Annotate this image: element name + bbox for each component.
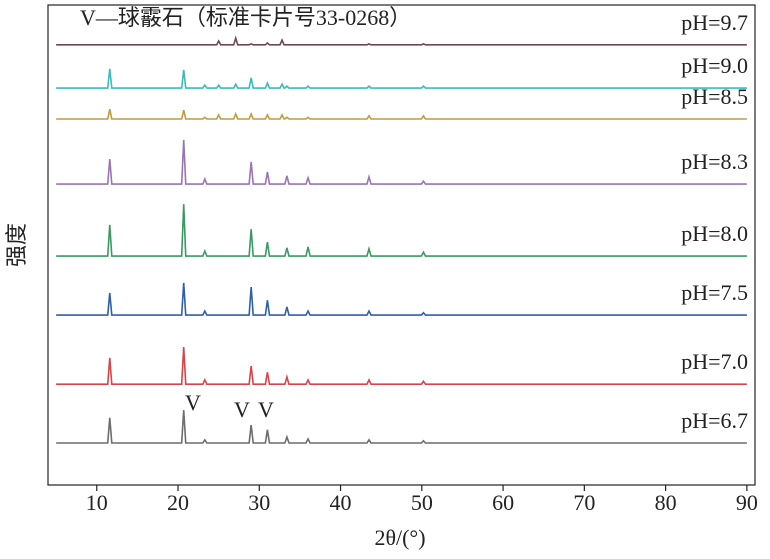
- series-line: [56, 139, 747, 185]
- x-tick-label: 20: [167, 490, 189, 515]
- x-tick-label: 60: [492, 490, 514, 515]
- x-tick-label: 30: [248, 490, 270, 515]
- x-tick-label: 80: [655, 490, 677, 515]
- x-tick-label: 90: [736, 490, 758, 515]
- series-line: [56, 108, 747, 120]
- series-label: pH=8.0: [681, 221, 748, 246]
- key-text: V—球霰石（标准卡片号33-0268）: [80, 5, 411, 30]
- x-tick-label: 10: [86, 490, 108, 515]
- series-line: [56, 346, 747, 385]
- x-tick-label: 70: [573, 490, 595, 515]
- x-tick-label: 40: [330, 490, 352, 515]
- peak-annotation: V: [258, 397, 274, 422]
- peak-annotation: V: [234, 397, 250, 422]
- y-axis-label: 强度: [5, 223, 30, 267]
- series-label: pH=7.0: [681, 349, 748, 374]
- series-line: [56, 410, 747, 444]
- series-line: [56, 35, 747, 46]
- series-line: [56, 282, 747, 316]
- series-label: pH=9.0: [681, 53, 748, 78]
- series-label: pH=8.3: [681, 149, 748, 174]
- x-tick-label: 50: [411, 490, 433, 515]
- series-label: pH=9.7: [681, 10, 748, 35]
- plot-frame: [47, 4, 756, 486]
- series-line: [56, 68, 747, 89]
- peak-annotation: V: [185, 390, 201, 415]
- series-line: [56, 204, 747, 257]
- series-label: pH=7.5: [681, 280, 748, 305]
- x-axis-label: 2θ/(°): [374, 525, 425, 550]
- series-label: pH=6.7: [681, 408, 748, 433]
